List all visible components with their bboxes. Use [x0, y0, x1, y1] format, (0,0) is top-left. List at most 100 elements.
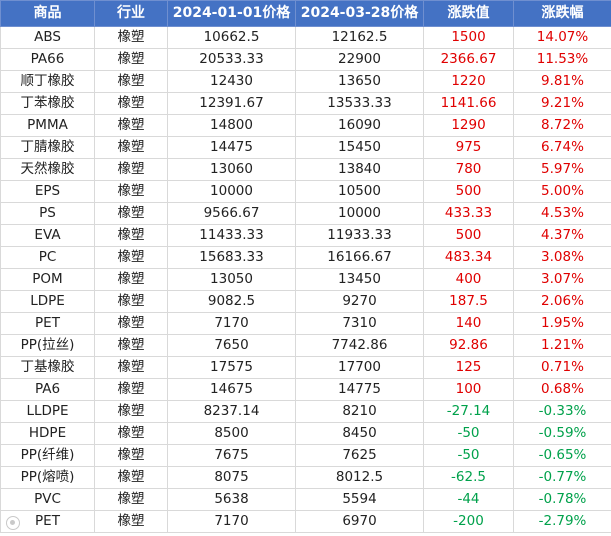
cell-industry: 橡塑 [94, 356, 168, 379]
table-row: 丁苯橡胶 橡塑 12391.67 13533.33 1141.66 9.21% [0, 92, 611, 115]
cell-change-pct: 9.21% [513, 92, 611, 115]
table-row: PP(熔喷) 橡塑 8075 8012.5 -62.5 -0.77% [0, 466, 611, 489]
cell-change: 400 [423, 268, 514, 291]
cell-price-start: 13060 [167, 158, 296, 181]
table-row: PET 橡塑 7170 7310 140 1.95% [0, 312, 611, 335]
cell-change: 500 [423, 224, 514, 247]
cell-product: 天然橡胶 [0, 158, 95, 181]
table-row: LLDPE 橡塑 8237.14 8210 -27.14 -0.33% [0, 400, 611, 423]
cell-product: PA6 [0, 378, 95, 401]
cell-price-start: 20533.33 [167, 48, 296, 71]
cell-change: 483.34 [423, 246, 514, 269]
cell-industry: 橡塑 [94, 488, 168, 511]
cell-price-end: 13650 [295, 70, 424, 93]
cell-product: EVA [0, 224, 95, 247]
cell-change: -62.5 [423, 466, 514, 489]
cell-price-start: 10000 [167, 180, 296, 203]
cell-price-start: 10662.5 [167, 26, 296, 49]
cell-change-pct: -0.33% [513, 400, 611, 423]
cell-change: 1500 [423, 26, 514, 49]
cell-product: EPS [0, 180, 95, 203]
cell-industry: 橡塑 [94, 48, 168, 71]
cell-product: PP(纤维) [0, 444, 95, 467]
cell-price-end: 13450 [295, 268, 424, 291]
cell-industry: 橡塑 [94, 400, 168, 423]
cell-industry: 橡塑 [94, 290, 168, 313]
table-row: 丁基橡胶 橡塑 17575 17700 125 0.71% [0, 356, 611, 379]
cell-change-pct: 5.00% [513, 180, 611, 203]
cell-product: LLDPE [0, 400, 95, 423]
cell-change-pct: 5.97% [513, 158, 611, 181]
cell-price-start: 15683.33 [167, 246, 296, 269]
cell-price-start: 8237.14 [167, 400, 296, 423]
table-row: PET 橡塑 7170 6970 -200 -2.79% [0, 510, 611, 533]
cell-price-end: 12162.5 [295, 26, 424, 49]
cell-product: HDPE [0, 422, 95, 445]
header-row: 商品 行业 2024-01-01价格 2024-03-28价格 涨跌值 涨跌幅 [0, 0, 611, 27]
cell-change: 140 [423, 312, 514, 335]
cell-product: PET [0, 312, 95, 335]
cell-change: 780 [423, 158, 514, 181]
cell-change-pct: 4.53% [513, 202, 611, 225]
cell-change: 92.86 [423, 334, 514, 357]
cell-industry: 橡塑 [94, 378, 168, 401]
cell-price-end: 16090 [295, 114, 424, 137]
cell-price-end: 7310 [295, 312, 424, 335]
table-row: ABS 橡塑 10662.5 12162.5 1500 14.07% [0, 26, 611, 49]
cell-price-start: 9566.67 [167, 202, 296, 225]
table-row: PP(拉丝) 橡塑 7650 7742.86 92.86 1.21% [0, 334, 611, 357]
cell-change-pct: 1.95% [513, 312, 611, 335]
cell-industry: 橡塑 [94, 422, 168, 445]
cell-product: PVC [0, 488, 95, 511]
header-product: 商品 [0, 0, 95, 27]
table-row: PC 橡塑 15683.33 16166.67 483.34 3.08% [0, 246, 611, 269]
table-row: POM 橡塑 13050 13450 400 3.07% [0, 268, 611, 291]
cell-product: 丁苯橡胶 [0, 92, 95, 115]
cell-price-end: 16166.67 [295, 246, 424, 269]
cell-price-start: 7170 [167, 510, 296, 533]
table-row: PVC 橡塑 5638 5594 -44 -0.78% [0, 488, 611, 511]
cell-price-start: 11433.33 [167, 224, 296, 247]
cell-price-end: 22900 [295, 48, 424, 71]
table-row: EPS 橡塑 10000 10500 500 5.00% [0, 180, 611, 203]
cell-price-end: 13840 [295, 158, 424, 181]
table-row: 天然橡胶 橡塑 13060 13840 780 5.97% [0, 158, 611, 181]
cell-industry: 橡塑 [94, 444, 168, 467]
cell-price-end: 8012.5 [295, 466, 424, 489]
cell-price-end: 10000 [295, 202, 424, 225]
cell-product: PET [0, 510, 95, 533]
cell-industry: 橡塑 [94, 224, 168, 247]
cell-price-end: 5594 [295, 488, 424, 511]
header-industry: 行业 [94, 0, 168, 27]
cell-price-end: 6970 [295, 510, 424, 533]
cell-change-pct: 11.53% [513, 48, 611, 71]
cell-price-end: 10500 [295, 180, 424, 203]
cell-price-start: 8500 [167, 422, 296, 445]
cell-price-start: 7170 [167, 312, 296, 335]
cell-price-end: 15450 [295, 136, 424, 159]
cell-change: 1220 [423, 70, 514, 93]
cell-price-start: 14475 [167, 136, 296, 159]
cell-industry: 橡塑 [94, 246, 168, 269]
cell-industry: 橡塑 [94, 158, 168, 181]
cell-change-pct: 1.21% [513, 334, 611, 357]
cell-industry: 橡塑 [94, 202, 168, 225]
cell-price-start: 13050 [167, 268, 296, 291]
cell-price-end: 7625 [295, 444, 424, 467]
cell-price-start: 14800 [167, 114, 296, 137]
cell-change: 1141.66 [423, 92, 514, 115]
cell-price-start: 12391.67 [167, 92, 296, 115]
table-row: EVA 橡塑 11433.33 11933.33 500 4.37% [0, 224, 611, 247]
cell-industry: 橡塑 [94, 26, 168, 49]
table-body: ABS 橡塑 10662.5 12162.5 1500 14.07% PA66 橡塑 20533… [0, 26, 611, 533]
table-row: PA6 橡塑 14675 14775 100 0.68% [0, 378, 611, 401]
cell-change: -50 [423, 444, 514, 467]
cell-industry: 橡塑 [94, 312, 168, 335]
cell-product: PMMA [0, 114, 95, 137]
table-header: 商品 行业 2024-01-01价格 2024-03-28价格 涨跌值 涨跌幅 [0, 0, 611, 27]
cell-industry: 橡塑 [94, 180, 168, 203]
cell-industry: 橡塑 [94, 268, 168, 291]
cell-price-end: 11933.33 [295, 224, 424, 247]
